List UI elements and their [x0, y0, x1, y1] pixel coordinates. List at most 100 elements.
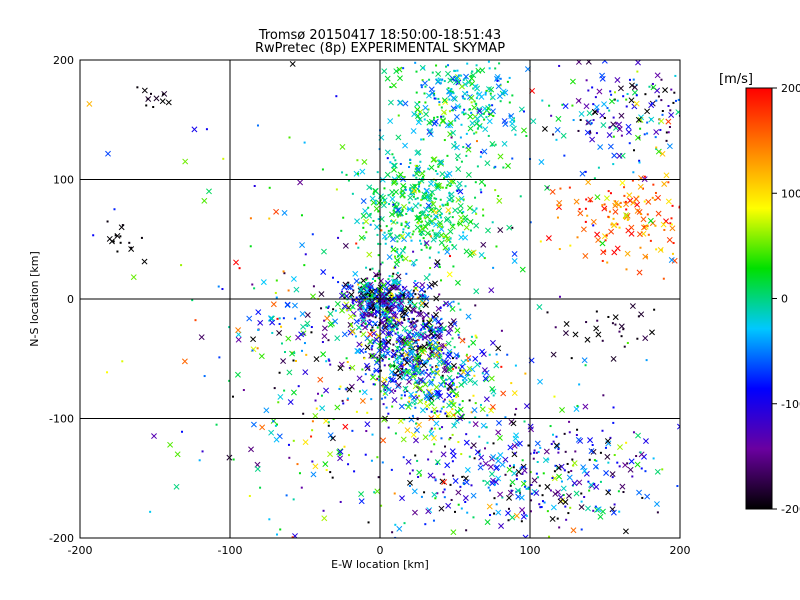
data-point-dot [418, 101, 421, 104]
data-point-dot [432, 519, 435, 522]
data-point-dot [391, 531, 394, 534]
data-point-dot [448, 383, 451, 386]
data-point-dot [395, 250, 398, 253]
data-point-x [415, 331, 422, 338]
data-point-dot [451, 408, 454, 411]
data-point-dot [512, 466, 515, 469]
data-point-x [669, 225, 676, 232]
data-point-x [381, 345, 388, 352]
data-point-x [506, 494, 513, 501]
data-point-dot [446, 184, 449, 187]
data-point-x [400, 374, 407, 381]
data-point-dot [421, 79, 424, 82]
data-point-dot [620, 335, 623, 338]
data-point-x [339, 143, 346, 150]
data-point-dot [618, 465, 621, 468]
data-point-x [434, 459, 441, 466]
data-point-dot [420, 346, 423, 349]
data-point-dot [623, 194, 626, 197]
data-point-x [604, 438, 611, 444]
data-point-dot [512, 464, 515, 467]
data-point-dot [140, 236, 143, 239]
data-point-x [383, 342, 390, 349]
data-point-dot [385, 406, 388, 409]
data-point-dot [340, 290, 343, 293]
data-point-x [562, 103, 569, 110]
data-point-dot [507, 507, 510, 510]
data-point-dot [374, 274, 377, 277]
data-point-x [414, 215, 421, 221]
data-point-dot [482, 214, 485, 217]
data-point-dot [641, 496, 644, 499]
data-point-dot [419, 310, 422, 313]
data-point-x [518, 494, 525, 501]
data-point-dot [607, 315, 610, 318]
data-point-dot [337, 281, 340, 284]
data-point-x [341, 331, 348, 338]
data-point-dot [424, 371, 427, 374]
data-point-dot [370, 346, 373, 349]
data-point-dot [386, 157, 389, 160]
data-point-dot [451, 337, 454, 340]
data-point-dot [424, 101, 427, 104]
data-point-x [458, 381, 465, 388]
data-point-x [379, 291, 386, 298]
data-point-dot [436, 462, 439, 465]
data-point-dot [404, 220, 407, 223]
data-point-dot [377, 375, 380, 378]
data-point-dot [385, 318, 388, 321]
data-point-dot [384, 293, 387, 296]
data-point-x [595, 506, 602, 513]
data-point-x [668, 257, 675, 263]
data-point-dot [552, 133, 555, 136]
data-point-dot [435, 372, 438, 375]
data-point-dot [418, 394, 421, 397]
data-point-x [353, 278, 360, 285]
data-point-dot [448, 98, 451, 101]
data-point-dot [218, 356, 221, 359]
data-point-dot [401, 258, 404, 261]
data-point-dot [479, 155, 482, 158]
data-point-x [413, 281, 419, 288]
data-point-x [417, 398, 424, 405]
data-point-dot [121, 224, 124, 227]
data-point-dot [446, 387, 449, 390]
data-point-dot [442, 473, 445, 476]
data-point-dot [439, 205, 442, 208]
data-point-dot [665, 139, 668, 142]
data-point-x [281, 209, 288, 216]
data-point-dot [403, 344, 406, 347]
data-point-dot [476, 92, 479, 95]
data-point-dot [347, 179, 350, 182]
data-point-dot [639, 213, 642, 216]
data-point-dot [374, 383, 377, 386]
data-point-dot [672, 101, 675, 104]
data-point-x [537, 378, 543, 385]
data-point-dot [415, 365, 418, 368]
data-point-dot [498, 62, 501, 65]
data-point-x [438, 505, 445, 512]
data-point-x [446, 383, 453, 390]
data-point-dot [410, 326, 413, 329]
data-point-dot [396, 210, 399, 213]
data-point-x [318, 291, 325, 298]
data-point-x [347, 284, 354, 291]
data-point-dot [375, 300, 378, 303]
data-point-dot [429, 329, 432, 332]
data-point-x [250, 336, 257, 343]
data-point-dot [402, 369, 405, 372]
data-point-x [413, 367, 420, 374]
data-point-dot [618, 330, 621, 333]
data-point-x [650, 84, 657, 91]
data-point-dot [403, 522, 406, 525]
data-point-dot [351, 299, 354, 302]
data-point-x [360, 198, 367, 205]
data-point-dot [475, 64, 478, 67]
data-point-dot [392, 343, 395, 346]
data-point-dot [422, 391, 425, 394]
data-point-dot [435, 64, 438, 67]
data-point-dot [180, 264, 183, 267]
data-point-x [675, 109, 680, 116]
data-point-dot [585, 321, 588, 324]
data-point-dot [448, 212, 451, 215]
